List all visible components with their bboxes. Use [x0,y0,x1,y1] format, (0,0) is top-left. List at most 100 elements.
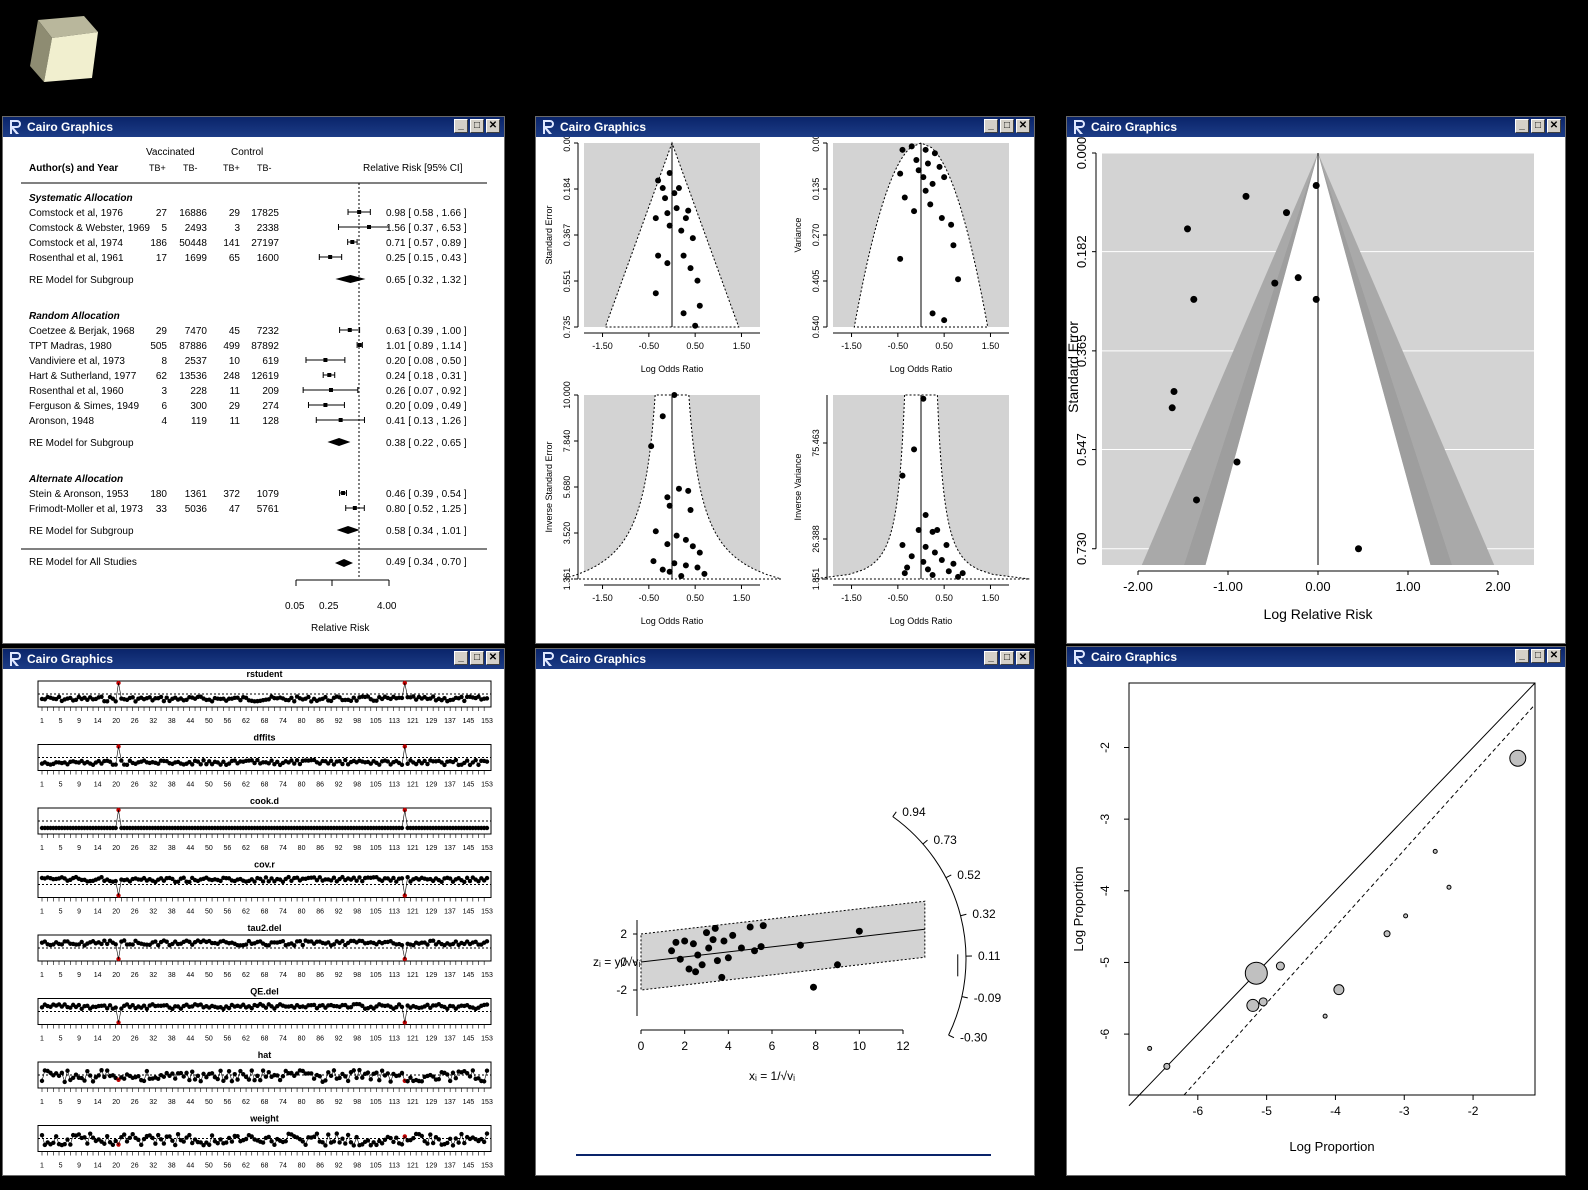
titlebar[interactable]: Cairo Graphics _ □ ✕ [3,117,504,137]
study-ci: 0.25 [ 0.15 , 0.43 ] [386,253,467,264]
window-labbe[interactable]: Cairo Graphics _ □ ✕ -6 -6 -5 -5 -4 -4 -3 -3 -2 -2 L… [1066,646,1566,1176]
arc-tick [922,839,928,845]
maximize-button[interactable]: □ [1000,119,1014,133]
close-button[interactable]: ✕ [1016,119,1030,133]
data-point [920,174,927,181]
maximize-button[interactable]: □ [1000,651,1014,665]
window-title: Cairo Graphics [1091,120,1178,134]
study-square [323,403,328,407]
x-axis-label: Log Odds Ratio [641,364,704,374]
x-tick-label: 38 [168,1163,176,1170]
data-point [908,553,915,560]
window-contour-funnel[interactable]: Cairo Graphics _ □ ✕ -2.00 -1.00 0.00 1.00 2.0… [1066,116,1566,644]
study-ci: 0.20 [ 0.09 , 0.49 ] [386,401,467,412]
close-button[interactable]: ✕ [486,119,500,133]
y-tick-label: 2 [620,927,627,941]
data-point [897,170,904,177]
x-axis-label: xᵢ = 1/√vᵢ [749,1069,795,1083]
r-logo-icon [10,120,21,134]
titlebar[interactable]: Cairo Graphics _ □ ✕ [3,649,504,669]
labbe-plot: -6 -6 -5 -5 -4 -4 -3 -3 -2 -2 Log Proportion Log Pr… [1067,667,1565,1175]
data-point [685,487,692,494]
x-tick-label: 12 [896,1039,910,1053]
study-name: Rosenthal et al, 1961 [29,253,124,264]
x-tick-label: 105 [370,1163,382,1170]
arc-tick-label: 0.73 [933,833,957,847]
overall-label: RE Model for All Studies [29,557,137,568]
study-ci: 0.46 [ 0.39 , 0.54 ] [386,489,467,500]
forest-xlabel: Relative Risk [311,623,370,634]
study-cpos: 10 [229,356,241,367]
window-funnel-grid[interactable]: Cairo Graphics _ □ ✕ -1.50 -0.50 0.50 1.50 Log… [535,116,1035,644]
close-button[interactable]: ✕ [1547,649,1561,663]
minimize-button[interactable]: _ [1515,119,1529,133]
y-tick-label: -5 [1098,957,1112,968]
data-point [941,317,948,324]
data-point [1184,225,1191,233]
x-tick-label: 92 [335,1163,343,1170]
window-title: Cairo Graphics [27,120,114,134]
study-cneg: 17825 [251,208,279,219]
study-tpos: 62 [156,371,168,382]
window-radial[interactable]: Cairo Graphics _ □ ✕ 0 2 4 6 8 10 12 xᵢ = 1/√vᵢ -2… [535,648,1035,1176]
minimize-button[interactable]: _ [454,651,468,665]
y-axis-label: zᵢ = yᵢ/√vᵢ [593,955,640,969]
close-button[interactable]: ✕ [1016,651,1030,665]
x-tick-label: 74 [279,909,287,916]
maximize-button[interactable]: □ [1531,119,1545,133]
minimize-button[interactable]: _ [1515,649,1529,663]
study-circle [1275,961,1285,971]
x-tick-label: 145 [463,782,475,789]
data-point [671,560,678,567]
x-tick-label: 153 [481,972,493,979]
identity-line [1128,682,1536,1107]
x-tick-label: 129 [426,1099,438,1106]
titlebar[interactable]: Cairo Graphics _ □ ✕ [1067,117,1565,137]
titlebar[interactable]: Cairo Graphics _ □ ✕ [536,117,1034,137]
data-point [757,943,765,951]
close-button[interactable]: ✕ [1547,119,1561,133]
x-tick-label: 14 [94,1163,102,1170]
titlebar[interactable]: Cairo Graphics _ □ ✕ [1067,647,1565,667]
window-forest-plot[interactable]: Cairo Graphics _ □ ✕ Vaccinated Control Au… [2,116,505,644]
titlebar[interactable]: Cairo Graphics _ □ ✕ [536,649,1034,669]
maximize-button[interactable]: □ [470,651,484,665]
x-tick-label: 105 [370,909,382,916]
x-tick-label: 14 [94,1036,102,1043]
re-label: RE Model for Subgroup [29,438,134,449]
x-tick-label: 26 [131,718,139,725]
study-name: Coetzee & Berjak, 1968 [29,326,135,337]
x-tick-label: 9 [77,1099,81,1106]
study-square [338,418,343,422]
maximize-button[interactable]: □ [1531,649,1545,663]
x-axis-label: Log Relative Risk [1264,606,1374,622]
minimize-button[interactable]: _ [984,651,998,665]
study-name: Aronson, 1948 [29,416,94,427]
minimize-button[interactable]: _ [454,119,468,133]
maximize-button[interactable]: □ [470,119,484,133]
data-point [924,160,931,167]
stat-title: rstudent [247,669,283,679]
close-button[interactable]: ✕ [486,651,500,665]
x-tick-label: 113 [389,845,400,852]
x-tick-label: 56 [224,972,232,979]
study-square [350,240,355,244]
window-influence[interactable]: Cairo Graphics _ □ ✕ rstudent 1 5 9 14 20 26 32 38… [2,648,505,1176]
x-tick-label: 92 [335,909,343,916]
x-tick-label: -0.50 [888,593,909,603]
x-tick-label: 50 [205,845,213,852]
data-point [694,951,702,959]
x-tick-label: 137 [444,718,456,725]
x-tick-label: -1.50 [592,341,613,351]
data-point [680,310,687,317]
x-tick-label: 86 [316,845,324,852]
x-tick-label: 26 [131,972,139,979]
data-point [1193,496,1200,504]
x-tick-label: 68 [261,909,269,916]
x-tick-label: 113 [389,1163,400,1170]
header-control: Control [231,147,263,158]
x-tick-label: 121 [407,1036,419,1043]
x-tick-label: 62 [242,1099,250,1106]
minimize-button[interactable]: _ [984,119,998,133]
x-tick-label: 26 [131,1163,139,1170]
